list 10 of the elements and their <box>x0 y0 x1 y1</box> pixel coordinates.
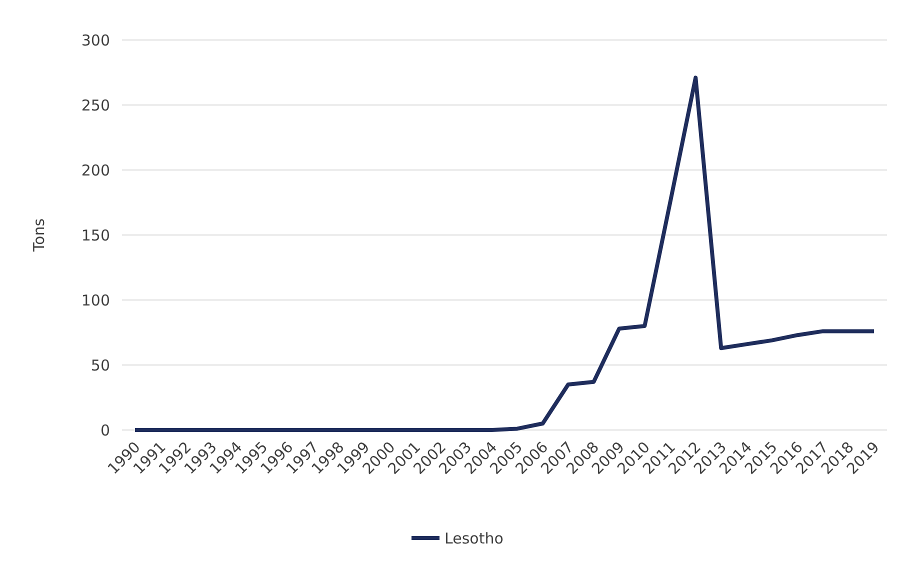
y-tick-label: 100 <box>81 291 110 310</box>
y-tick-label: 200 <box>81 161 110 180</box>
line-series <box>133 76 876 432</box>
legend-label: Lesotho <box>444 529 504 548</box>
y-tick-label: 150 <box>81 226 110 244</box>
y-tick-label: 50 <box>90 356 110 374</box>
y-tick-label: 250 <box>81 96 110 114</box>
y-tick-label: 0 <box>100 421 110 440</box>
y-tick-label: 300 <box>81 31 110 50</box>
y-axis-title: Tons <box>30 218 48 253</box>
